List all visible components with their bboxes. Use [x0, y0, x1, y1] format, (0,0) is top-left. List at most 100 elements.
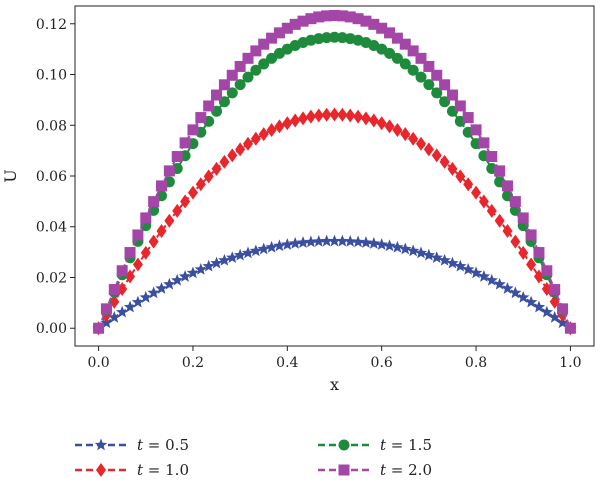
data-point: [211, 89, 223, 101]
data-point: [218, 79, 230, 91]
legend-entry: t = 1.0: [75, 461, 189, 479]
data-point: [384, 47, 396, 59]
data-point: [266, 52, 278, 64]
data-point: [123, 300, 137, 313]
axes: 0.0 0.2 0.4 0.6 0.8 1.0 0.00 0.02 0.04 0.06 0.08 0.…: [36, 5, 595, 371]
legend-value: = 1.5: [386, 436, 432, 454]
data-point: [454, 259, 467, 272]
data-point: [281, 22, 293, 34]
y-tick-label: 0.08: [36, 118, 67, 134]
data-point: [353, 109, 364, 124]
data-point: [195, 112, 207, 124]
data-point: [226, 69, 238, 81]
legend-marker: [338, 439, 350, 451]
x-axis-label: x: [330, 375, 339, 394]
legend-label: t = 2.0: [380, 461, 432, 479]
data-point: [431, 148, 442, 163]
data-point: [471, 185, 482, 200]
legend-label: t = 1.5: [380, 436, 432, 454]
legend-marker: [96, 463, 106, 477]
data-point: [367, 237, 380, 249]
data-point: [399, 38, 411, 50]
data-point: [250, 64, 262, 76]
data-point: [344, 11, 356, 23]
data-point: [415, 52, 427, 64]
data-point: [116, 305, 129, 318]
data-point: [290, 113, 301, 128]
data-point: [265, 240, 278, 253]
data-point: [273, 239, 286, 252]
data-point: [510, 234, 521, 249]
data-point: [406, 244, 420, 257]
series-4: [93, 9, 576, 334]
data-point: [258, 127, 269, 142]
data-point: [242, 71, 254, 83]
data-point: [415, 71, 427, 83]
legend-var: t: [380, 436, 387, 454]
y-tick-label: 0.10: [36, 68, 67, 84]
data-point: [470, 124, 482, 136]
data-point: [234, 79, 246, 91]
data-point: [486, 203, 497, 218]
data-point: [501, 282, 514, 294]
data-point: [455, 169, 466, 184]
x-tick-label: 0.6: [371, 355, 393, 371]
data-point: [147, 286, 160, 299]
data-point: [564, 322, 576, 334]
data-point: [486, 151, 498, 163]
data-point: [376, 116, 387, 131]
data-point: [320, 234, 333, 247]
data-point: [351, 235, 365, 248]
legend-marker: [338, 464, 350, 476]
data-point: [156, 180, 167, 192]
data-point: [281, 238, 294, 250]
data-point: [517, 212, 529, 224]
data-point: [100, 303, 112, 315]
data-point: [462, 263, 475, 275]
data-point: [345, 108, 356, 123]
data-point: [407, 64, 419, 76]
data-point: [392, 122, 403, 137]
data-point: [178, 270, 192, 282]
data-point: [383, 239, 396, 252]
data-point: [478, 137, 490, 149]
data-point: [108, 284, 120, 296]
data-point: [517, 291, 530, 303]
data-point: [140, 245, 151, 260]
data-point: [321, 10, 333, 22]
data-point: [337, 107, 348, 122]
data-point: [391, 32, 403, 44]
data-point: [298, 111, 309, 126]
data-point: [518, 245, 529, 260]
data-point: [532, 300, 546, 313]
data-point: [478, 194, 489, 209]
data-point: [375, 238, 388, 250]
data-point: [179, 137, 191, 149]
data-point: [250, 131, 261, 146]
data-point: [329, 31, 340, 43]
data-point: [243, 136, 253, 151]
data-point: [313, 11, 325, 23]
data-point: [336, 10, 348, 22]
data-point: [454, 100, 466, 112]
data-point: [509, 286, 522, 299]
x-tick-label: 1.0: [559, 355, 581, 371]
legend-value: = 2.0: [386, 461, 432, 479]
data-point: [446, 256, 459, 269]
data-point: [359, 236, 373, 248]
data-point: [163, 165, 175, 177]
data-point: [195, 177, 206, 192]
data-point: [384, 27, 396, 39]
data-point: [439, 79, 451, 91]
data-point: [203, 169, 214, 184]
data-point: [391, 240, 404, 253]
data-point: [155, 282, 168, 294]
data-point: [447, 161, 458, 176]
data-point: [218, 253, 231, 266]
data-point: [525, 229, 537, 241]
series-3: [93, 31, 576, 334]
data-point: [163, 277, 176, 290]
data-point: [414, 246, 428, 259]
x-tick-label: 0.8: [465, 355, 487, 371]
plot-area: [92, 9, 577, 336]
